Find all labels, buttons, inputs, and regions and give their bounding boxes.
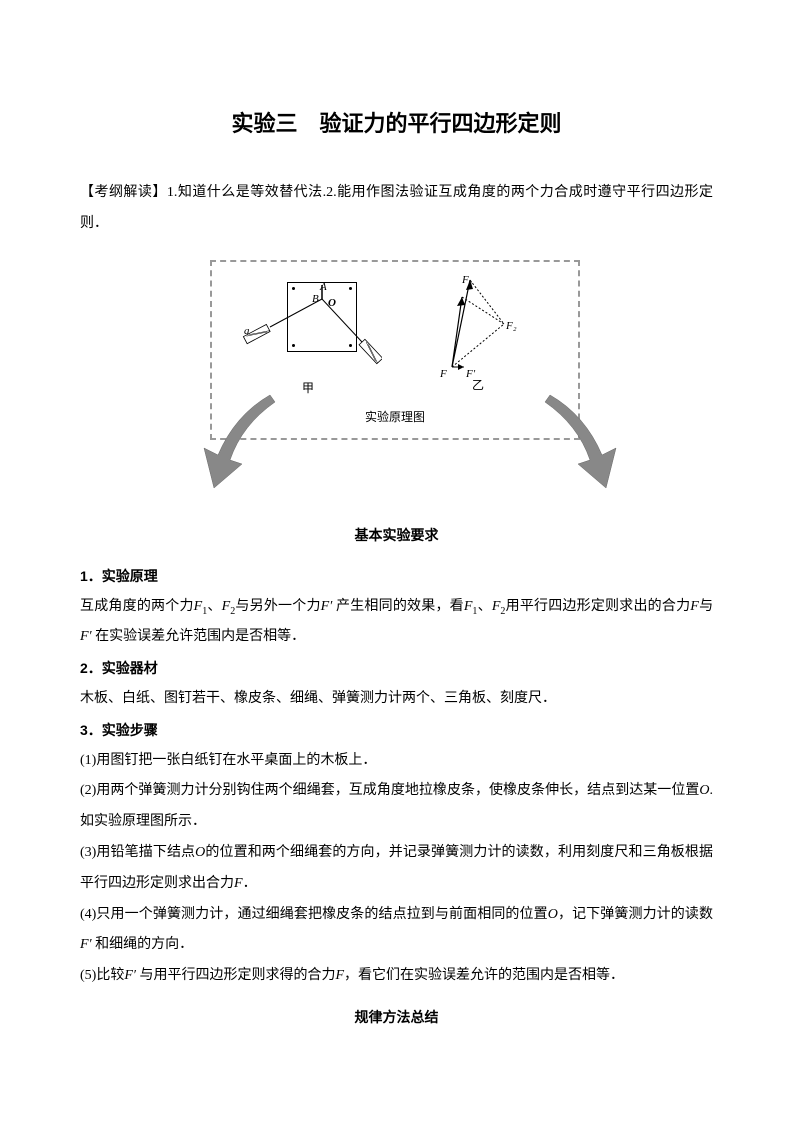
step-4: (4)只用一个弹簧测力计，通过细绳套把橡皮条的结点拉到与前面相同的位置O，记下弹…: [80, 900, 713, 962]
t: ，记下弹簧测力计的读数: [558, 907, 713, 922]
t: 产生相同的效果，看: [336, 599, 464, 614]
sym-Fp2: F′: [80, 629, 92, 644]
arrow-right-icon: [520, 390, 640, 500]
step-1: (1)用图钉把一张白纸钉在水平桌面上的木板上．: [80, 746, 713, 777]
sym-Fp4: F′: [124, 968, 136, 983]
t: 与用平行四边形定则求得的合力: [139, 968, 335, 983]
t: (2)用两个弹簧测力计分别钩住两个细绳套，互成角度地拉橡皮条，使橡皮条伸长，结点…: [80, 783, 699, 798]
intro-text: 1.知道什么是等效替代法.2.能用作图法验证互成角度的两个力合成时遵守平行四边形…: [80, 185, 713, 231]
page-title: 实验三 验证力的平行四边形定则: [80, 100, 713, 148]
sym-O: O: [699, 783, 709, 798]
step-2: (2)用两个弹簧测力计分别钩住两个细绳套，互成角度地拉橡皮条，使橡皮条伸长，结点…: [80, 776, 713, 838]
step-3: (3)用铅笔描下结点O的位置和两个细绳套的方向，并记录弹簧测力计的读数，利用刻度…: [80, 838, 713, 900]
h-apparatus: 2．实验器材: [80, 653, 713, 684]
syllabus-intro: 【考纲解读】1.知道什么是等效替代法.2.能用作图法验证互成角度的两个力合成时遵…: [80, 178, 713, 240]
p-apparatus: 木板、白纸、图钉若干、橡皮条、细绳、弹簧测力计两个、三角板、刻度尺．: [80, 684, 713, 715]
yi-label: 乙: [472, 372, 484, 398]
arrow-left-icon: [180, 390, 300, 500]
t: (3)用铅笔描下结点: [80, 845, 195, 860]
sym-Fp3: F′: [80, 937, 92, 952]
t: 互成角度的两个力: [80, 599, 194, 614]
h-steps: 3．实验步骤: [80, 715, 713, 746]
section-header-basic: 基本实验要求: [80, 520, 713, 551]
principle-diagram: A B O a b: [80, 260, 713, 500]
t: 与: [699, 599, 713, 614]
t: (5)比较: [80, 968, 124, 983]
t: 与另外一个力: [235, 599, 320, 614]
t: (4)只用一个弹簧测力计，通过细绳套把橡皮条的结点拉到与前面相同的位置: [80, 907, 548, 922]
step-5: (5)比较F′ 与用平行四边形定则求得的合力F，看它们在实验误差允许的范围内是否…: [80, 961, 713, 992]
sym-O3: O: [548, 907, 558, 922]
section-header-summary: 规律方法总结: [80, 1002, 713, 1033]
p-principle: 互成角度的两个力F1、F2与另外一个力F′ 产生相同的效果，看F1、F2用平行四…: [80, 592, 713, 654]
t: 在实验误差允许范围内是否相等．: [95, 629, 305, 644]
t: 和细绳的方向．: [95, 937, 193, 952]
sym-Fp: F′: [321, 599, 333, 614]
sym-F1: F: [194, 599, 203, 614]
sym-O2: O: [195, 845, 205, 860]
t: 用平行四边形定则求出的合力: [505, 599, 690, 614]
t: ，看它们在实验误差允许的范围内是否相等．: [344, 968, 624, 983]
sym-F: F: [690, 599, 699, 614]
sub1b: 1: [472, 605, 477, 616]
t: 、: [207, 599, 221, 614]
sym-Fd: F: [335, 968, 344, 983]
label-F2: F₂: [506, 314, 517, 338]
subfig-jia: A B O a b: [242, 277, 382, 397]
subfig-yi: F₁ F₂ F F′ 乙: [422, 272, 542, 392]
sym-F2: F: [222, 599, 231, 614]
t: ．: [243, 876, 257, 891]
h-principle: 1．实验原理: [80, 561, 713, 592]
sym-Fc: F: [234, 876, 243, 891]
jia-label: 甲: [302, 375, 314, 401]
label-F: F: [440, 362, 447, 386]
label-F1: F₁: [462, 268, 473, 292]
intro-prefix: 【考纲解读】: [80, 185, 167, 200]
